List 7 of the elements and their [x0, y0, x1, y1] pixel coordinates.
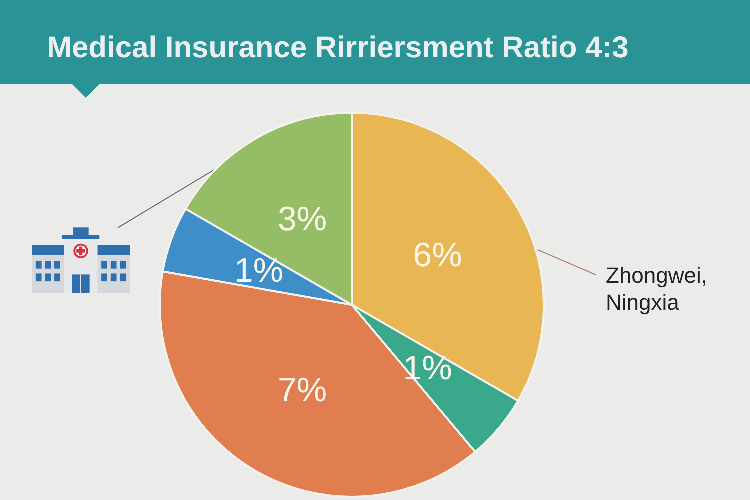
- data-label: 6%: [413, 236, 462, 274]
- data-label: 3%: [278, 200, 328, 238]
- text: Zhongwei, Ningxia: [606, 263, 714, 315]
- chart-title: Medical Insurance Rirriersment Ratio 4:3: [47, 32, 629, 64]
- data-label: 1%: [403, 350, 452, 388]
- data-label: 7%: [278, 372, 328, 410]
- data-label: 1%: [234, 252, 284, 290]
